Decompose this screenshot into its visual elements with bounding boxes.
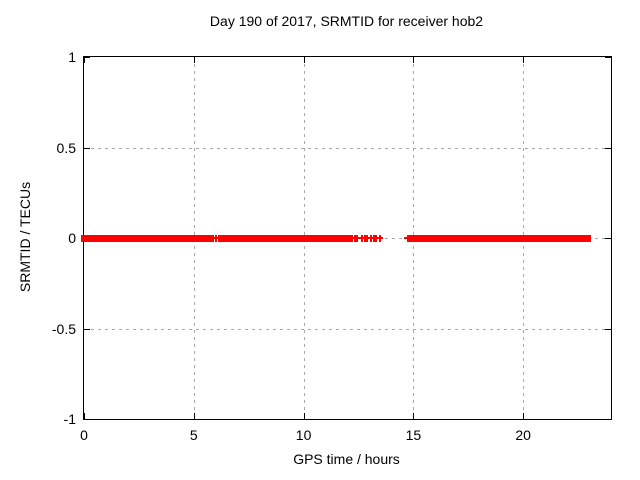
x-axis-label: GPS time / hours: [293, 451, 400, 467]
data-point: [528, 234, 536, 242]
x-tick-mark: [303, 413, 305, 419]
y-tick-mark: [605, 57, 611, 58]
y-tick-label: 0: [68, 230, 76, 246]
y-tick-mark: [605, 328, 611, 330]
x-tick-mark: [413, 413, 415, 419]
y-tick-mark: [84, 328, 90, 330]
data-point: [376, 234, 384, 242]
data-segment: [409, 234, 534, 242]
data-segment: [330, 234, 352, 242]
data-point: [561, 234, 569, 242]
y-tick-mark: [84, 147, 90, 149]
data-segment: [232, 234, 334, 242]
y-tick-label: -1: [63, 411, 76, 427]
data-segment: [564, 234, 591, 242]
y-tick-mark: [605, 419, 611, 420]
y-tick-mark: [605, 147, 611, 149]
grid-line-horizontal: [84, 328, 611, 330]
x-tick-mark: [84, 413, 85, 419]
plot-area: 0 5 10 15 20 1 0.5 0 -0.5 -1: [52, 49, 612, 443]
chart-title: Day 190 of 2017, SRMTID for receiver hob…: [209, 13, 484, 29]
x-tick-label: 5: [189, 427, 198, 443]
y-tick-mark: [84, 57, 90, 58]
y-tick-mark: [605, 238, 611, 239]
x-tick-mark: [523, 413, 525, 419]
x-tick-label: 0: [80, 427, 88, 443]
x-tick-mark: [84, 57, 85, 63]
y-tick-mark: [84, 419, 90, 420]
x-tick-mark: [413, 57, 415, 63]
y-tick-label: -0.5: [51, 320, 76, 337]
y-tick-label: 1: [68, 49, 76, 65]
x-tick-mark: [303, 57, 305, 63]
data-segment: [218, 234, 234, 242]
x-tick-label: 20: [515, 427, 531, 443]
x-tick-label: 15: [405, 427, 422, 443]
x-tick-mark: [193, 413, 195, 419]
y-tick-label: 0.5: [56, 139, 76, 156]
x-tick-label: 10: [295, 427, 312, 443]
data-segment: [81, 234, 214, 242]
data-segment: [531, 234, 566, 242]
data-point: [353, 234, 361, 242]
grid-line-horizontal: [84, 147, 611, 149]
x-tick-mark: [523, 57, 525, 63]
data-point: [212, 234, 220, 242]
data-point: [404, 234, 412, 242]
x-tick-mark: [193, 57, 195, 63]
